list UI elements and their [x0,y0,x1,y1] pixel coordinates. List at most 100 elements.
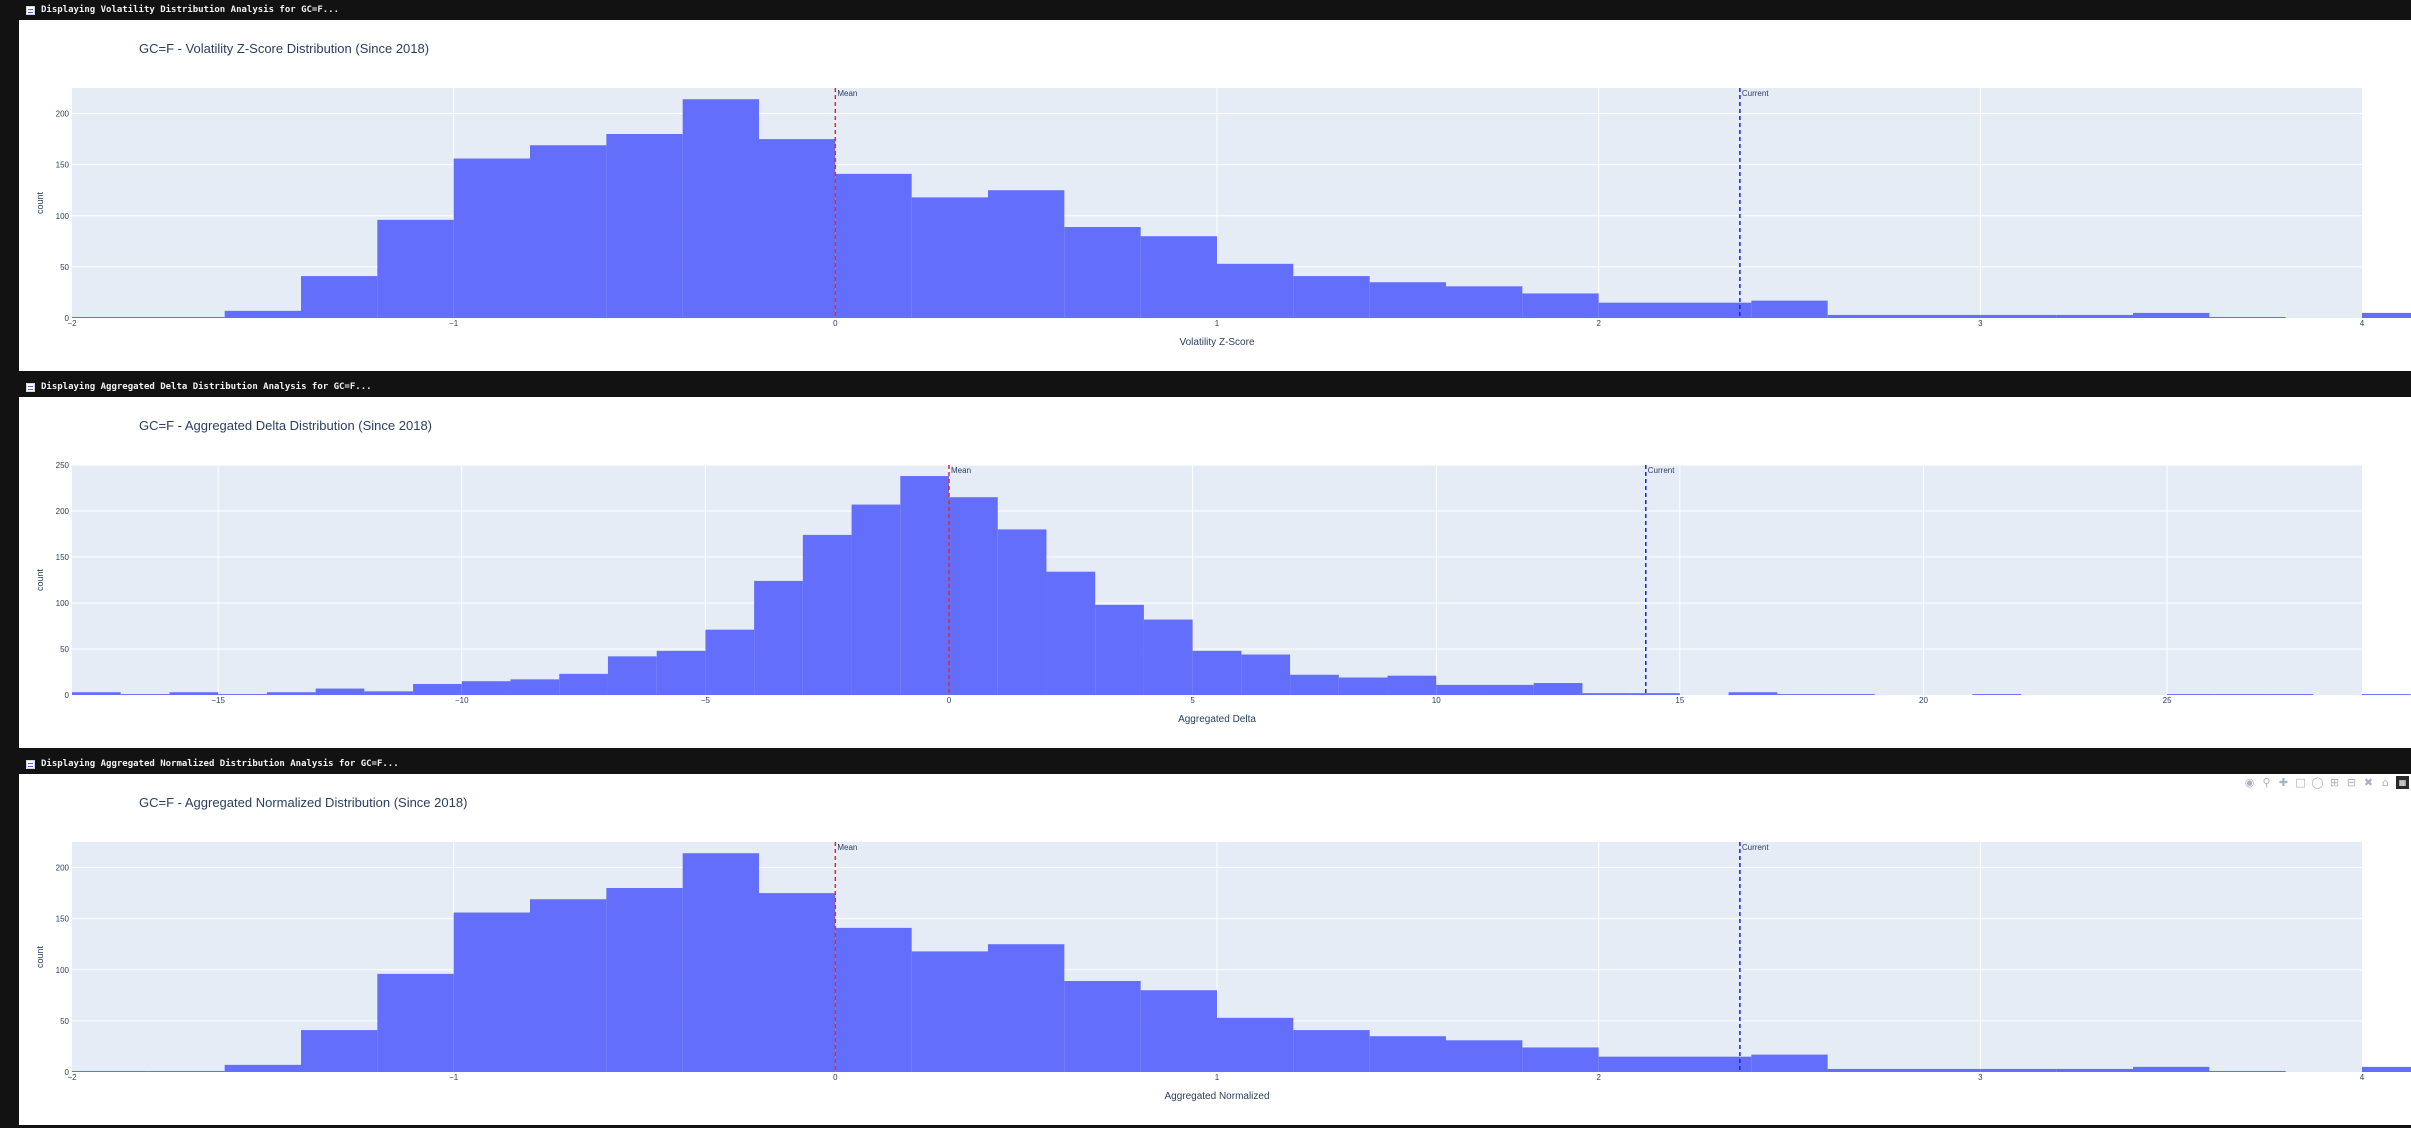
histogram-bar [1826,694,1875,695]
chart-panel-volatility: GC=F - Volatility Z-Score Distribution (… [19,20,2411,371]
y-tick-label: 50 [60,263,69,272]
histogram-bar [1675,1056,1752,1072]
histogram-bar [461,681,511,695]
histogram-bar [377,973,454,1072]
y-tick-label: 150 [56,915,70,924]
y-axis-label: count [35,945,45,968]
histogram-bar [377,219,454,318]
y-tick-label: 200 [56,507,70,516]
camera-icon[interactable]: ◉ [2244,775,2255,789]
x-tick-label: −15 [211,696,225,705]
histogram-bar [2362,312,2411,318]
x-axis-label: Aggregated Normalized [1164,1091,1269,1102]
x-tick-label: −2 [67,319,77,328]
y-tick-label: 50 [60,1017,69,1026]
histogram-volatility[interactable]: 0 50 100 150 200 −2 −1 0 1 2 3 4 Mean Current Volatili… [19,20,2411,371]
autoscale-icon[interactable]: ✖ [2363,775,2374,789]
mean-label: Mean [951,466,971,475]
histogram-bar [72,692,121,695]
x-tick-label: 2 [1596,1073,1601,1082]
x-tick-label: 20 [1919,696,1928,705]
histogram-bar [169,692,219,695]
plotly-logo-icon[interactable]: ▦ [2396,775,2409,789]
histogram-bar [224,310,301,318]
histogram-bar [2209,1070,2286,1072]
pan-icon[interactable]: ✚ [2278,775,2289,789]
x-axis-label: Volatility Z-Score [1179,337,1254,348]
section-header-text: Displaying Volatility Distribution Analy… [41,5,340,15]
histogram-bar [1046,571,1096,695]
mean-label: Mean [837,843,857,852]
histogram-bar [1293,276,1370,318]
histogram-bar [911,197,988,318]
histogram-bar [1675,302,1752,318]
histogram-bar [453,912,530,1072]
y-tick-label: 100 [56,212,70,221]
histogram-bar [2167,694,2216,695]
histogram-bar [2362,1066,2411,1072]
x-tick-label: 2 [1596,319,1601,328]
histogram-bar [120,694,170,695]
mean-label: Mean [837,89,857,98]
histogram-bar [1217,263,1294,318]
histogram-bar [1064,981,1141,1072]
histogram-bar [1064,227,1141,318]
zoom-icon[interactable]: ⚲ [2262,775,2271,789]
histogram-normalized[interactable]: 0 50 100 150 200 −2 −1 0 1 2 3 4 Mean Current Aggregat… [19,774,2411,1125]
x-tick-label: 3 [1978,1073,1983,1082]
histogram-bar [413,683,462,695]
histogram-bar [835,173,912,318]
histogram-delta[interactable]: 0 50 100 150 200 250 −15 −10 −5 0 5 10 15 20 25 Mean Cur… [19,397,2411,748]
x-tick-label: −5 [701,696,711,705]
histogram-bar [1751,1054,1828,1072]
section-header-text: Displaying Aggregated Normalized Distrib… [41,759,399,769]
histogram-bar [997,529,1047,695]
histogram-bar [802,534,852,695]
x-tick-label: 10 [1432,696,1441,705]
current-label: Current [1742,843,1769,852]
histogram-bar [606,888,683,1072]
histogram-bar [988,190,1065,318]
x-tick-label: −1 [449,319,459,328]
histogram-bar [1751,300,1828,318]
histogram-bar [1522,1047,1599,1072]
histogram-bar [682,99,759,318]
histogram-bar [2215,694,2265,695]
histogram-bar [851,504,901,695]
histogram-bar [1598,302,1675,318]
histogram-bar [2133,1066,2210,1072]
y-tick-label: 100 [56,599,70,608]
chart-panel-delta: GC=F - Aggregated Delta Distribution (Si… [19,397,2411,748]
histogram-bar [656,650,706,695]
section-header-volatility: Displaying Volatility Distribution Analy… [0,0,2411,20]
x-tick-label: 0 [833,319,838,328]
chart-title: GC=F - Aggregated Normalized Distributio… [139,795,468,810]
histogram-bar [911,951,988,1072]
y-tick-label: 0 [65,1068,70,1077]
zoom-out-icon[interactable]: ⊟ [2346,775,2357,789]
y-axis-label: count [35,568,45,591]
reset-axes-icon[interactable]: ⌂ [2382,775,2389,789]
histogram-bar [2056,314,2133,318]
histogram-bar [1980,314,2057,318]
box-select-icon[interactable]: □ [2295,775,2306,789]
histogram-bar [1140,990,1217,1072]
lasso-icon[interactable]: ◯ [2311,775,2324,789]
histogram-bar [1140,236,1217,318]
histogram-bar [607,656,657,695]
x-tick-label: 3 [1978,319,1983,328]
y-tick-label: 200 [56,864,70,873]
histogram-bar [1217,1017,1294,1072]
zoom-in-icon[interactable]: ⊞ [2329,775,2340,789]
x-tick-label: −1 [449,1073,459,1082]
histogram-bar [315,688,365,695]
histogram-bar [1827,314,1904,318]
histogram-bar [148,316,225,318]
histogram-bar [72,316,149,318]
y-axis-label: count [35,191,45,214]
histogram-bar [835,927,912,1072]
histogram-bar [1827,1068,1904,1072]
x-tick-label: 5 [1190,696,1195,705]
histogram-bar [1980,1068,2057,1072]
histogram-bar [266,692,316,695]
